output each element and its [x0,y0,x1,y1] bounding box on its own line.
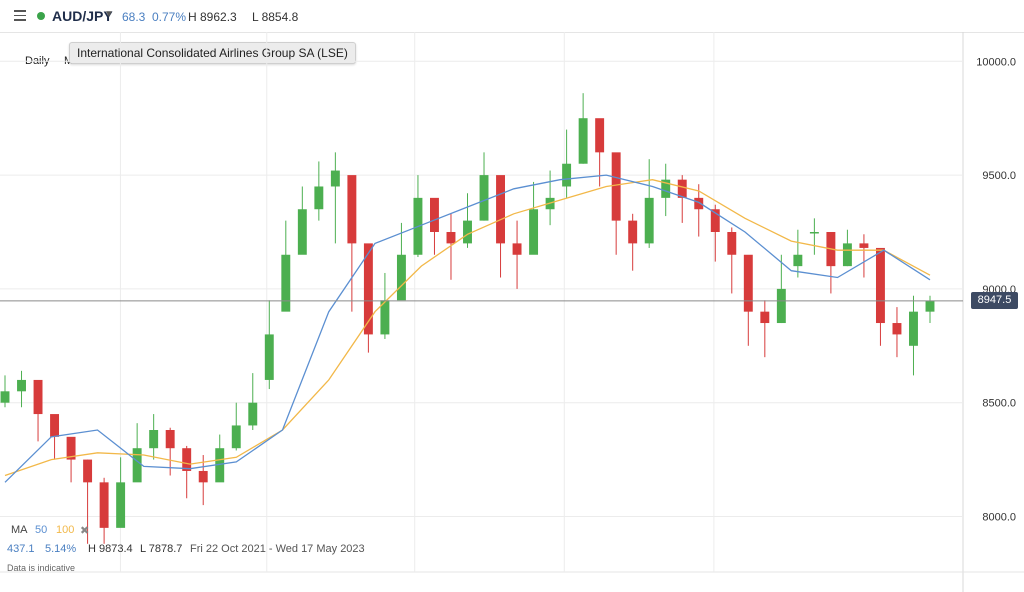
y-tick-label: 9500.0 [982,170,1016,182]
candle-body [727,232,737,255]
candle-body [628,220,638,244]
candle-body [529,209,539,255]
y-tick-label: 8500.0 [982,398,1016,410]
top-bar: AUD/JPY ▼ 68.3 0.77% H 8962.3 L 8854.8 [0,0,1024,33]
candle-body [909,311,918,346]
candle-body [215,448,225,483]
chevron-down-icon[interactable]: ▼ [104,9,114,20]
candle-body [793,254,803,267]
candle-body [512,243,522,255]
day-high: H 8962.3 [188,10,237,24]
candle-body [347,175,357,244]
candle-body [231,425,241,449]
candle-body [611,152,621,221]
candle-body [496,175,505,244]
candle-body [479,175,489,221]
candle-body [776,288,786,324]
candle-body [182,448,192,471]
price-chart[interactable]: 10000.09500.09000.08500.08000.020212022A… [0,32,1024,592]
y-tick-label: 10000.0 [976,56,1016,68]
candle-body [264,334,274,380]
candle-body [760,311,770,324]
candle-body [595,118,605,153]
candle-body [314,186,324,210]
ma-100-label[interactable]: 100 [56,524,75,536]
candle-body [83,459,93,483]
candle-body [644,197,654,244]
candle-body [297,209,307,255]
candle-body [677,179,687,198]
candle-body [17,379,26,392]
candle-body [50,414,60,437]
candle-body [743,254,753,312]
range-change: 437.1 [7,543,35,555]
candle-body [396,254,406,301]
candle-body [430,197,439,232]
candle-body [446,232,456,244]
y-tick-label: 8000.0 [982,511,1016,523]
candle-body [33,379,43,415]
candle-body [363,243,373,335]
candle-body [66,436,76,460]
candle-body [165,430,175,449]
candle-body [281,254,291,312]
candle-body [661,179,671,198]
candle-body [248,402,258,426]
menu-icon[interactable] [14,10,26,21]
market-status-icon [37,12,45,20]
candle-body [694,197,704,210]
candle-body [892,323,902,335]
candle-body [380,300,390,335]
symbol-name[interactable]: AUD/JPY [52,8,113,24]
range-high: H 9873.4 [88,543,133,555]
candle-body [132,448,142,483]
candle-body [809,232,819,234]
candle-body [116,482,126,528]
candle-body [463,220,472,244]
candle-body [842,243,852,267]
day-low: L 8854.8 [252,10,299,24]
ma-50-line [4,174,931,483]
candle-body [330,170,340,187]
candle-body [578,118,588,164]
candle-body [198,470,208,483]
change-percent: 0.77% [152,10,187,24]
candle-body [925,300,935,312]
candle-body [875,247,885,324]
range-low: L 7878.7 [140,543,183,555]
range-percent: 5.14% [45,543,77,555]
candle-body [859,243,869,248]
date-range: Fri 22 Oct 2021 - Wed 17 May 2023 [190,543,365,555]
candle-body [149,430,159,449]
instrument-tooltip: International Consolidated Airlines Grou… [69,42,356,64]
data-disclaimer: Data is indicative [7,563,76,573]
current-price-badge: 8947.5 [971,292,1018,310]
ma-100-line [4,179,931,477]
ma-50-label[interactable]: 50 [35,524,48,536]
candle-body [562,163,572,187]
change-value: 68.3 [122,10,146,24]
ma-label: MA [11,524,28,536]
candle-body [0,391,10,403]
remove-indicator-icon[interactable]: ✖ [80,525,90,537]
candle-body [710,209,720,232]
candle-body [99,482,109,528]
